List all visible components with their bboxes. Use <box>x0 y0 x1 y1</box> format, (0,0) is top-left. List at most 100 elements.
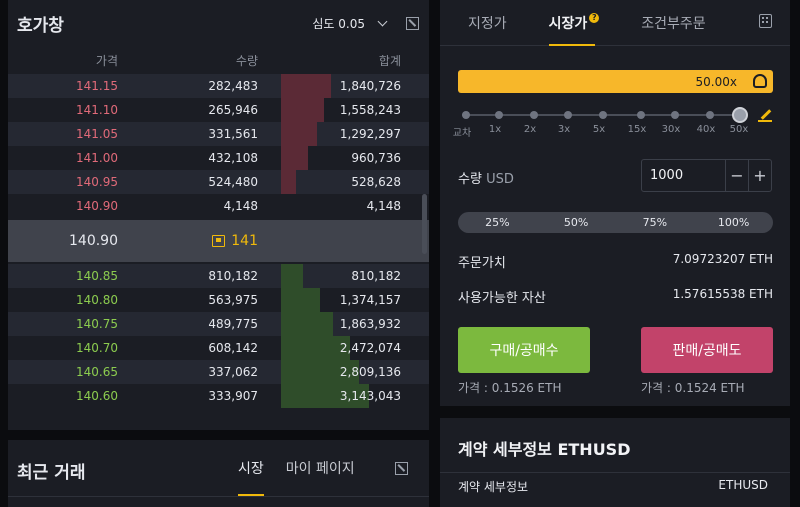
depth-bar <box>281 146 308 170</box>
bid-total: 810,182 <box>351 269 401 283</box>
leverage-bell-icon <box>753 74 767 88</box>
pencil-icon[interactable] <box>758 108 772 122</box>
ask-row[interactable]: 141.10 265,946 1,558,243 <box>8 98 429 122</box>
percent-75-button[interactable]: 75% <box>642 216 668 229</box>
bid-total: 2,472,074 <box>339 341 401 355</box>
bid-qty: 810,182 <box>208 269 258 283</box>
order-value-row: 주문가치 7.09723207 ETH <box>458 252 773 271</box>
bid-row[interactable]: 140.60 333,907 3,143,043 <box>8 384 429 408</box>
bid-qty: 333,907 <box>208 389 258 403</box>
orderbook-panel: 호가창 심도 0.05 가격 수량 합계 141.15 282,483 1,840,… <box>8 0 429 430</box>
ask-row[interactable]: 141.05 331,561 1,292,297 <box>8 122 429 146</box>
buy-long-button[interactable]: 구매/공매수 <box>458 327 590 373</box>
expand-icon[interactable] <box>395 462 408 475</box>
tab-limit[interactable]: 지정가 <box>468 0 507 46</box>
ask-price: 141.00 <box>76 151 118 165</box>
bid-total: 2,809,136 <box>339 365 401 379</box>
depth-bar <box>281 98 325 122</box>
orderbook-title: 호가창 <box>17 15 64 36</box>
last-price: 140.90 <box>69 233 118 249</box>
percent-50-button[interactable]: 50% <box>563 216 589 229</box>
slider-step[interactable] <box>530 111 538 119</box>
tab-market-label: 시장가 <box>548 15 588 32</box>
depth-bar <box>281 288 321 312</box>
tab-market[interactable]: 시장 <box>238 440 264 496</box>
contract-row-label: 계약 세부정보 <box>458 480 529 494</box>
ask-qty: 282,483 <box>208 79 258 93</box>
mark-price-value: 141 <box>231 233 258 249</box>
bid-list: 140.85 810,182 810,182 140.80 563,975 1,374,1… <box>8 264 429 408</box>
percent-25-button[interactable]: 25% <box>485 216 510 229</box>
leverage-bar[interactable]: 50.00x <box>458 70 773 93</box>
depth-bar <box>281 264 304 288</box>
order-type-tabs: 지정가 시장가? 조건부주문 <box>440 0 790 46</box>
tab-market-order[interactable]: 시장가? <box>548 0 600 46</box>
depth-bar <box>281 384 370 408</box>
depth-label: 심도 0.05 <box>312 16 365 31</box>
ask-row[interactable]: 141.15 282,483 1,840,726 <box>8 74 429 98</box>
col-total: 합계 <box>378 53 401 68</box>
orderbook-mid[interactable]: 140.90 141 <box>8 220 429 262</box>
available-row: 사용가능한 자산 1.57615538 ETH <box>458 287 773 306</box>
bid-row[interactable]: 140.70 608,142 2,472,074 <box>8 336 429 360</box>
sell-short-button[interactable]: 판매/공매도 <box>641 327 773 373</box>
slider-step[interactable] <box>671 111 679 119</box>
leverage-tick: 교차 <box>452 128 472 139</box>
percent-100-button[interactable]: 100% <box>717 216 750 229</box>
tab-conditional-label: 조건부주문 <box>641 15 706 32</box>
buy-price: 가격 : 0.1526 ETH <box>458 381 562 395</box>
ask-row[interactable]: 140.95 524,480 528,628 <box>8 170 429 194</box>
contract-details-panel: 계약 세부정보 ETHUSD 계약 세부정보 ETHUSD <box>440 418 790 507</box>
sell-price: 가격 : 0.1524 ETH <box>641 381 745 395</box>
chevron-down-icon <box>377 16 388 26</box>
expand-icon[interactable] <box>406 16 419 30</box>
bid-total: 3,143,043 <box>339 389 401 403</box>
slider-step[interactable] <box>564 111 572 119</box>
tab-conditional[interactable]: 조건부주문 <box>641 0 705 46</box>
bid-price: 140.75 <box>76 317 118 331</box>
contract-row-value: ETHUSD <box>718 478 768 492</box>
contract-title: 계약 세부정보 ETHUSD <box>458 440 631 459</box>
decrement-button[interactable]: − <box>725 160 748 191</box>
quantity-input[interactable] <box>642 160 725 191</box>
bid-price: 140.70 <box>76 341 118 355</box>
bid-row[interactable]: 140.65 337,062 2,809,136 <box>8 360 429 384</box>
bid-row[interactable]: 140.80 563,975 1,374,157 <box>8 288 429 312</box>
bid-total: 1,863,932 <box>339 317 401 331</box>
depth-bar <box>281 312 333 336</box>
slider-thumb[interactable] <box>732 107 748 123</box>
quantity-label-text: 수량 <box>458 172 482 187</box>
leverage-tick: 5x <box>592 124 606 135</box>
ask-price: 141.05 <box>76 127 118 141</box>
bid-qty: 563,975 <box>208 293 258 307</box>
ask-row[interactable]: 140.90 4,148 4,148 <box>8 194 429 218</box>
bid-qty: 489,775 <box>208 317 258 331</box>
slider-step[interactable] <box>637 111 645 119</box>
leverage-tick: 15x <box>627 124 647 135</box>
increment-button[interactable]: + <box>748 160 771 191</box>
percent-selector: 25% 50% 75% 100% <box>458 212 773 233</box>
orderbook-scrollbar[interactable] <box>422 194 427 254</box>
ask-row[interactable]: 141.00 432,108 960,736 <box>8 146 429 170</box>
tab-my-page[interactable]: 마이 페이지 <box>285 461 355 477</box>
slider-step[interactable] <box>462 111 470 119</box>
tab-limit-label: 지정가 <box>468 15 507 32</box>
ask-list: 141.15 282,483 1,840,726 141.10 265,946 1,558… <box>8 74 429 218</box>
depth-selector[interactable]: 심도 0.05 <box>312 15 419 32</box>
slider-step[interactable] <box>599 111 607 119</box>
ask-qty: 331,561 <box>208 127 258 141</box>
bid-row[interactable]: 140.85 810,182 810,182 <box>8 264 429 288</box>
help-icon[interactable]: ? <box>589 12 600 23</box>
recent-trades-title: 최근 거래 <box>17 463 86 483</box>
leverage-slider[interactable] <box>460 107 748 123</box>
ask-qty: 524,480 <box>208 175 258 189</box>
ask-total: 1,840,726 <box>339 79 401 93</box>
bid-row[interactable]: 140.75 489,775 1,863,932 <box>8 312 429 336</box>
contract-row: 계약 세부정보 ETHUSD <box>458 478 768 495</box>
slider-step[interactable] <box>495 111 503 119</box>
available-label: 사용가능한 자산 <box>458 291 546 306</box>
ask-total: 1,292,297 <box>339 127 401 141</box>
slider-step[interactable] <box>706 111 714 119</box>
ask-price: 140.95 <box>76 175 118 189</box>
calculator-icon[interactable] <box>759 14 772 28</box>
